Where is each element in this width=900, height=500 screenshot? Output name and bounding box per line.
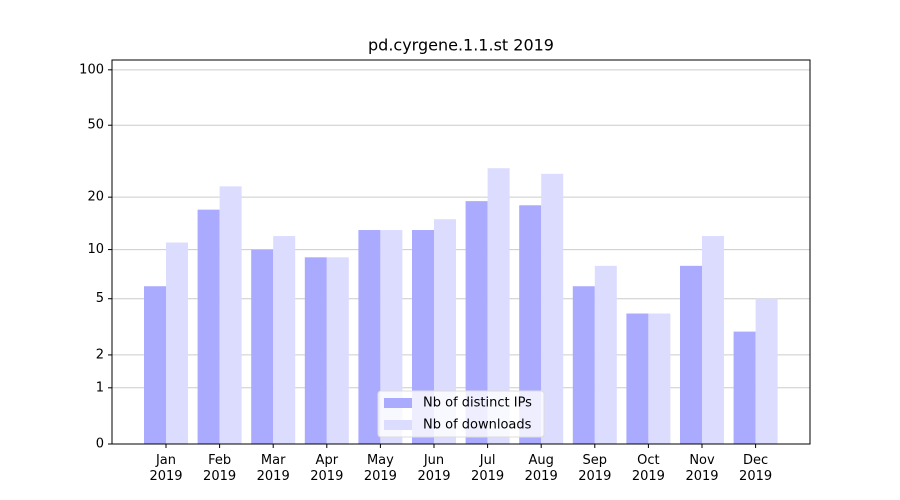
bar bbox=[541, 173, 564, 444]
chart-title: pd.cyrgene.1.1.st 2019 bbox=[368, 36, 554, 55]
bar bbox=[326, 257, 349, 444]
legend-swatch bbox=[384, 398, 412, 408]
y-tick-label: 20 bbox=[87, 190, 104, 205]
x-tick-label: Jan 2019 bbox=[149, 453, 183, 484]
x-tick-label: Apr 2019 bbox=[310, 453, 344, 484]
x-tick-label: May 2019 bbox=[363, 453, 397, 484]
bar bbox=[594, 265, 617, 444]
bar bbox=[519, 205, 542, 444]
x-tick-label: Jul 2019 bbox=[471, 453, 505, 484]
plot-frame bbox=[111, 59, 811, 445]
x-tick-label: Mar 2019 bbox=[256, 453, 290, 484]
bar bbox=[733, 331, 756, 444]
x-tick-label: Sep 2019 bbox=[578, 453, 612, 484]
legend-label: Nb of distinct IPs bbox=[423, 396, 532, 411]
bar bbox=[251, 249, 274, 444]
legend-label: Nb of downloads bbox=[423, 418, 532, 433]
bar bbox=[273, 236, 296, 444]
bar bbox=[755, 298, 778, 444]
legend-swatch bbox=[384, 420, 412, 430]
bar bbox=[702, 236, 724, 444]
bar bbox=[487, 168, 510, 444]
bar bbox=[219, 186, 242, 444]
x-tick-label: Oct 2019 bbox=[631, 453, 665, 484]
bar bbox=[680, 265, 702, 444]
bar bbox=[648, 313, 671, 444]
x-tick-label: Jun 2019 bbox=[417, 453, 451, 484]
bar bbox=[572, 286, 595, 444]
x-tick-label: Aug 2019 bbox=[524, 453, 558, 484]
bar bbox=[304, 257, 327, 444]
y-tick-label: 0 bbox=[96, 437, 104, 452]
y-tick-label: 5 bbox=[96, 291, 104, 306]
bar bbox=[166, 242, 188, 444]
y-tick-label: 10 bbox=[87, 242, 104, 257]
bar bbox=[465, 201, 488, 444]
x-tick-label: Nov 2019 bbox=[685, 453, 719, 484]
bar bbox=[626, 313, 649, 444]
bar bbox=[434, 219, 456, 444]
y-tick-label: 1 bbox=[96, 380, 104, 395]
y-tick-label: 50 bbox=[87, 118, 104, 133]
x-tick-label: Dec 2019 bbox=[739, 453, 773, 484]
x-tick-label: Feb 2019 bbox=[203, 453, 237, 484]
y-tick-label: 100 bbox=[79, 62, 104, 77]
bar bbox=[197, 209, 220, 444]
legend-box bbox=[377, 390, 545, 438]
y-tick-label: 2 bbox=[96, 347, 104, 362]
bar bbox=[358, 230, 381, 444]
bar bbox=[144, 286, 166, 444]
